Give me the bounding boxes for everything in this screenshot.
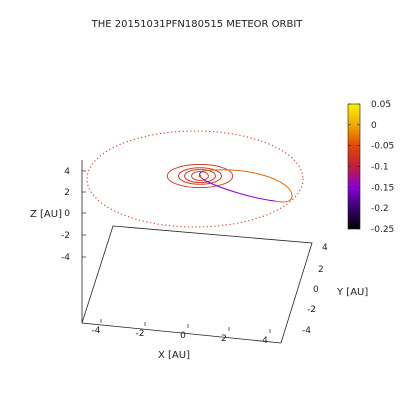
colorbar-tick-label: 0.05 bbox=[371, 100, 391, 110]
z-tick-label: -2 bbox=[61, 231, 70, 241]
x-tick-label: 4 bbox=[262, 336, 268, 346]
planet-orbit-0 bbox=[191, 171, 209, 181]
planet-orbit-1 bbox=[184, 168, 216, 184]
z-tick-label: 2 bbox=[64, 188, 70, 198]
colorbar-ticks: 0.05 0 -0.05 -0.1 -0.15 -0.2 -0.25 bbox=[348, 100, 394, 235]
meteor-orbit-upper bbox=[202, 169, 293, 203]
x-tick-label: 0 bbox=[180, 331, 186, 341]
axes-frame bbox=[81, 160, 313, 344]
y-tick-label: 0 bbox=[313, 285, 319, 295]
y-tick-label: -2 bbox=[307, 305, 316, 315]
colorbar-tick-label: -0.05 bbox=[371, 142, 394, 152]
colorbar-tick-label: -0.25 bbox=[371, 225, 394, 235]
colorbar-tick-label: -0.15 bbox=[371, 183, 394, 193]
planet-orbit-2 bbox=[178, 167, 222, 185]
x-axis-ticks: -4 -2 0 2 4 bbox=[92, 319, 271, 346]
z-tick-label: 4 bbox=[64, 167, 70, 177]
z-tick-label: 0 bbox=[64, 209, 70, 219]
meteor-orbit-lower bbox=[198, 170, 276, 202]
y-tick-label: 4 bbox=[322, 243, 328, 253]
y-axis-label: Y [AU] bbox=[336, 287, 368, 298]
floor-plane bbox=[81, 225, 313, 344]
z-axis-label: Z [AU] bbox=[30, 209, 62, 220]
x-tick-label: -2 bbox=[136, 329, 145, 339]
y-tick-label: 2 bbox=[318, 265, 324, 275]
z-axis-ticks: 4 2 0 -2 -4 bbox=[61, 167, 86, 263]
x-tick-label: 2 bbox=[221, 334, 227, 344]
colorbar-tick-label: -0.1 bbox=[371, 163, 389, 173]
orbit-plot-area bbox=[86, 130, 304, 228]
colorbar-tick-label: -0.2 bbox=[371, 204, 389, 214]
y-tick-label: -4 bbox=[302, 326, 311, 336]
z-tick-label: -4 bbox=[61, 253, 70, 263]
x-tick-label: -4 bbox=[92, 326, 101, 336]
planet-orbit-3 bbox=[166, 163, 234, 189]
y-axis-ticks: 4 2 0 -2 -4 bbox=[302, 243, 328, 336]
chart-title: THE 20151031PFN180515 METEOR ORBIT bbox=[91, 19, 304, 30]
colorbar-tick-label: 0 bbox=[371, 121, 377, 131]
jupiter-orbit bbox=[86, 130, 304, 228]
sun-marker bbox=[198, 174, 202, 178]
x-axis-label: X [AU] bbox=[158, 350, 190, 361]
